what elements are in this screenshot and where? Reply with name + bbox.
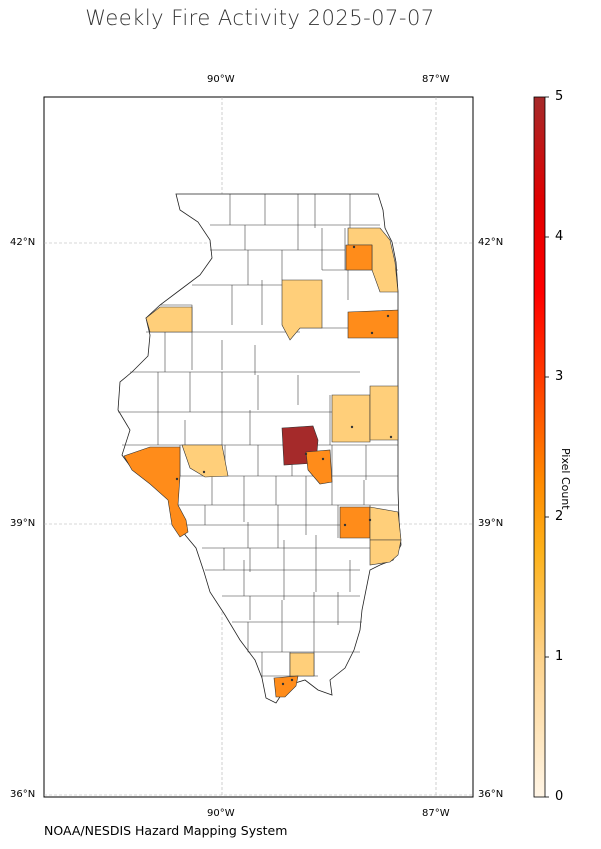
lat-tick-right-42n: 42°N: [478, 237, 504, 248]
lat-tick-left-42n: 42°N: [10, 237, 36, 248]
colorbar-tick-5: 5: [555, 89, 564, 104]
county-iroquois: [369, 385, 399, 441]
lat-tick-left-36n: 36°N: [10, 789, 36, 800]
county-ford: [331, 394, 371, 443]
colorbar-tick-1: 1: [555, 649, 564, 664]
county-rockisland: [145, 306, 193, 333]
map-title: Weekly Fire Activity 2025-07-07: [85, 6, 435, 30]
lat-tick-left-39n: 39°N: [10, 518, 36, 529]
lon-tick-top-87w: 87°W: [422, 74, 450, 85]
county-lines: [118, 194, 398, 678]
county-jasper: [369, 506, 402, 541]
colorbar: [533, 96, 546, 798]
colorbar-tick-4: 4: [555, 229, 564, 244]
county-macon: [305, 449, 333, 485]
colorbar-tick-3: 3: [555, 369, 564, 384]
colorbar-title: Pixel Count: [559, 448, 572, 510]
colorbar-tick-0: 0: [555, 789, 564, 804]
fire-points: [175, 245, 393, 686]
county-adams: [123, 446, 189, 538]
county-dekalb: [281, 279, 323, 341]
data-credit: NOAA/NESDIS Hazard Mapping System: [44, 823, 288, 838]
fire-counties: [123, 227, 402, 698]
lat-tick-right-36n: 36°N: [478, 789, 504, 800]
colorbar-ticks: [545, 96, 549, 798]
county-pope: [289, 652, 315, 677]
county-effingham: [339, 506, 371, 539]
county-mchenry: [345, 244, 373, 271]
lon-tick-bottom-87w: 87°W: [422, 808, 450, 819]
county-alexander: [273, 675, 299, 698]
county-lawrence: [369, 539, 402, 566]
lat-tick-right-39n: 39°N: [478, 518, 504, 529]
lon-tick-top-90w: 90°W: [207, 74, 235, 85]
county-morgan: [181, 444, 229, 478]
county-will: [347, 309, 399, 339]
colorbar-tick-2: 2: [555, 509, 564, 524]
lon-tick-bottom-90w: 90°W: [207, 808, 235, 819]
